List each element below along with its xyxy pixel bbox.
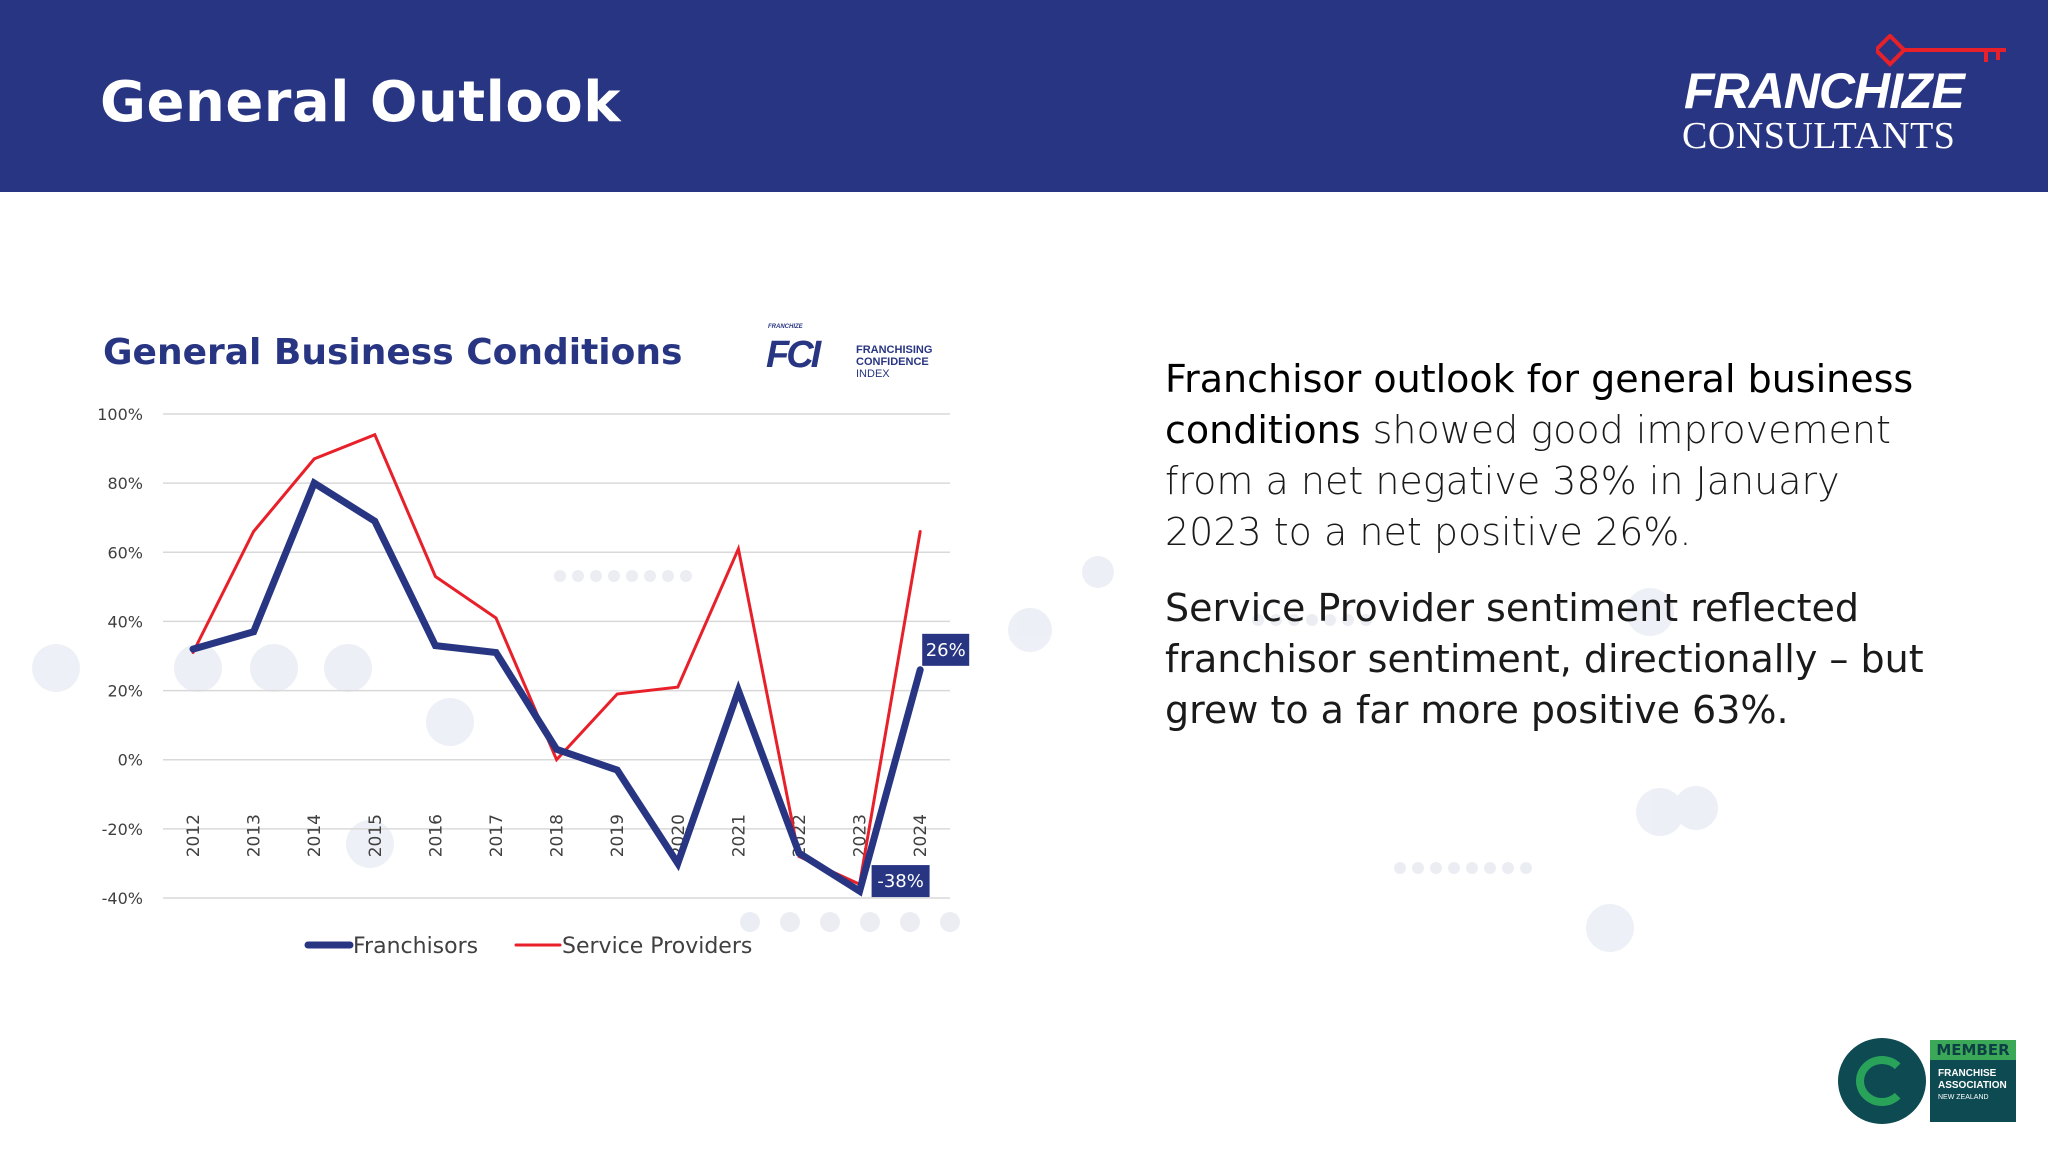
data-label-box [871, 865, 930, 898]
fci-logo-line2: CONFIDENCE [856, 356, 929, 368]
x-tick-label: 2013 [245, 814, 265, 857]
header-bar: General Outlook FRANCHIZE CONSULTANTS [0, 0, 2048, 192]
description-rest: showed good improvement from a net negat… [1165, 408, 1891, 554]
x-tick-label: 2019 [608, 814, 628, 857]
fci-logo: FRANCHIZE FCI FRANCHISING CONFIDENCE IND… [764, 322, 934, 384]
fci-logo-line1: FRANCHISING [856, 344, 933, 356]
fanz-member-badge: MEMBER FRANCHISE ASSOCIATION NEW ZEALAND [1838, 1038, 2018, 1124]
x-tick-label: 2012 [184, 814, 204, 857]
x-tick-label: 2015 [366, 814, 386, 857]
fci-logo-text: FRANCHISING CONFIDENCE INDEX [856, 344, 932, 380]
legend-label: Franchisors [353, 934, 478, 959]
y-tick-label: 100% [97, 405, 143, 424]
fci-logo-line3: INDEX [856, 368, 890, 380]
y-tick-label: 80% [107, 474, 143, 493]
y-tick-label: 60% [107, 543, 143, 562]
key-icon [1876, 34, 2006, 67]
description-paragraph-2: Service Provider sentiment reflected fra… [1165, 586, 1924, 732]
y-tick-label: 0% [118, 751, 143, 770]
description-paragraph-1: Franchisor outlook for general business … [1165, 354, 1925, 558]
member-line3: NEW ZEALAND [1938, 1094, 1989, 1101]
y-tick-label: 40% [107, 612, 143, 631]
legend-label: Service Providers [562, 934, 752, 959]
series-line-franchisors [189, 477, 924, 897]
slide-title: General Outlook [100, 70, 622, 135]
x-tick-label: 2014 [305, 814, 325, 857]
member-line1: FRANCHISE [1938, 1068, 1997, 1079]
brand-subtitle: CONSULTANTS [1682, 115, 1956, 157]
description-text: Franchisor outlook for general business … [1165, 354, 1925, 761]
y-tick-label: -20% [102, 820, 143, 839]
brand-name: FRANCHIZE [1684, 63, 1965, 119]
fci-logo-small-text: FRANCHIZE [768, 324, 803, 330]
fci-logo-mark: FCI [766, 334, 821, 376]
x-tick-label: 2017 [487, 814, 507, 857]
chart-title: General Business Conditions [103, 332, 683, 373]
fanz-logo-icon [1838, 1038, 1926, 1124]
y-tick-label: -40% [102, 889, 143, 908]
member-association: FRANCHISE ASSOCIATION NEW ZEALAND [1930, 1060, 2016, 1122]
x-tick-label: 2018 [548, 814, 568, 857]
x-tick-label: 2024 [911, 814, 931, 857]
data-label: -38% [877, 871, 924, 892]
member-label: MEMBER [1930, 1040, 2016, 1060]
franchize-consultants-logo: FRANCHIZE CONSULTANTS [1676, 34, 2016, 164]
y-tick-label: 20% [107, 682, 143, 701]
member-line2: ASSOCIATION [1938, 1080, 2007, 1091]
x-tick-label: 2016 [426, 814, 446, 857]
data-label: 26% [926, 640, 966, 661]
description-lead: Franchisor outlook for general business … [1165, 357, 1914, 452]
data-label-box [922, 633, 970, 666]
x-tick-label: 2021 [729, 814, 749, 857]
